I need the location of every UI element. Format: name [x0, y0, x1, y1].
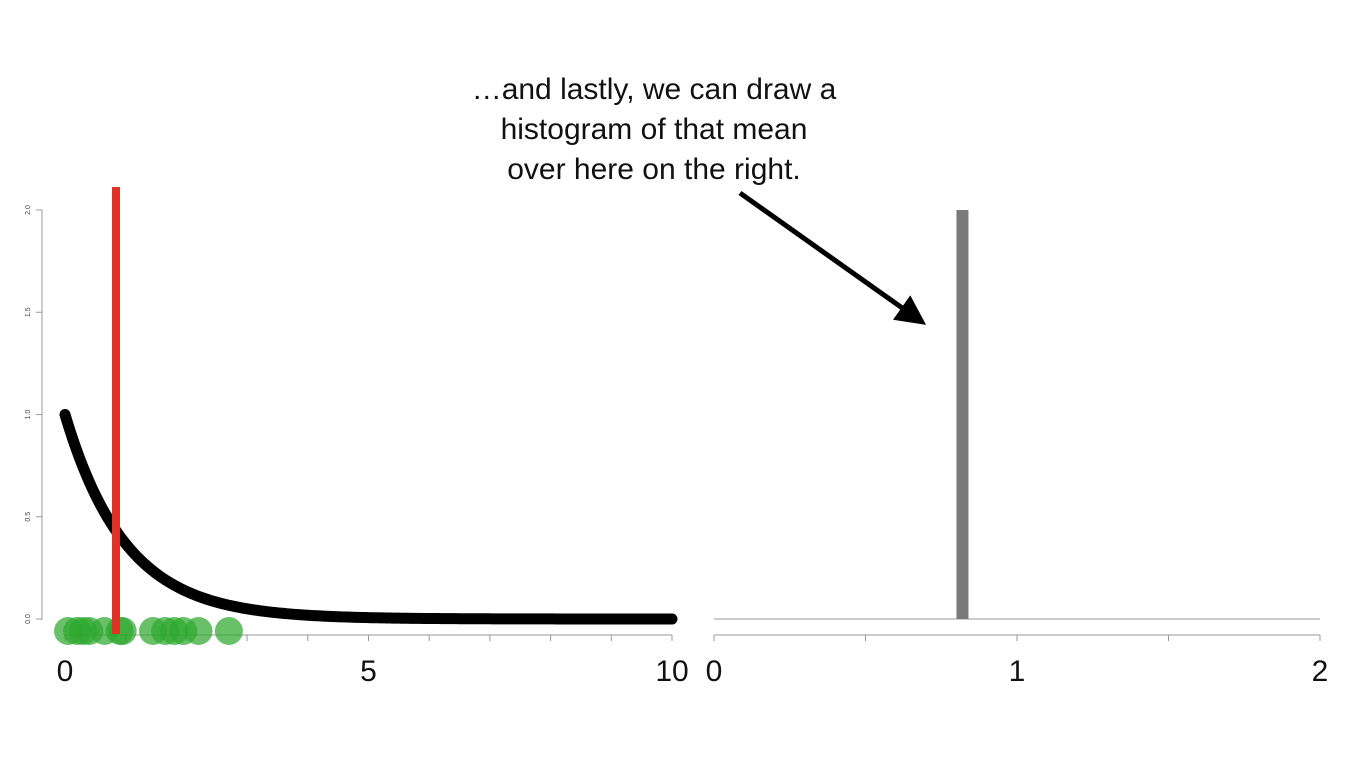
right-x-tick-label: 1	[1009, 655, 1026, 688]
annotation-text: …and lastly, we can draw a histogram of …	[404, 70, 904, 190]
left-y-tick-label: 0.0	[25, 614, 32, 624]
left-x-tick-label: 10	[655, 655, 688, 688]
sample-point	[214, 617, 243, 645]
left-y-tick-label: 2.0	[25, 205, 32, 215]
histogram-bar	[956, 210, 969, 619]
annotation-line-2: histogram of that mean	[500, 113, 808, 146]
left-x-tick-label: 5	[360, 655, 377, 688]
right-chart: 0 1 2	[706, 210, 1329, 688]
left-y-tick-label: 1.0	[25, 410, 32, 420]
right-x-tick-label: 2	[1312, 655, 1329, 688]
left-x-tick-label: 0	[57, 655, 74, 688]
annotation-arrow	[738, 190, 927, 325]
sample-point	[184, 617, 213, 645]
left-chart: 0.0 0.5 1.0 1.5 2.0 0 5 10	[25, 187, 689, 688]
left-y-tick-label: 1.5	[25, 307, 32, 317]
right-x-tick-label: 0	[706, 655, 723, 688]
annotation-line-1: …and lastly, we can draw a	[471, 73, 837, 106]
left-y-tick-label: 0.5	[25, 512, 32, 522]
annotation-line-3: over here on the right.	[507, 153, 801, 186]
exponential-curve	[59, 409, 678, 625]
